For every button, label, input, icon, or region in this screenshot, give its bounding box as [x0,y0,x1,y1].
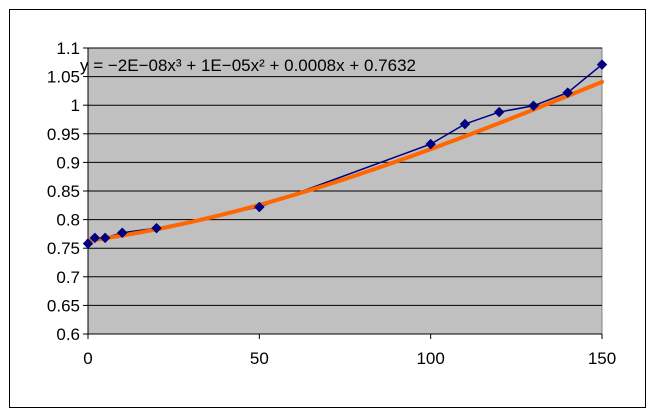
y-tick-label: 0.65 [47,296,80,315]
y-tick-label: 1.1 [56,39,80,58]
trendline-curve [86,79,604,243]
axes [83,47,603,339]
x-tick-label: 0 [83,349,92,368]
x-tick-label: 100 [416,349,444,368]
data-markers [82,59,608,249]
data-point [425,138,437,150]
tick-labels: 0.6 0.65 0.7 0.75 0.8 0.85 0.9 0.95 1 1.05 1.1 0 50 1… [47,39,616,368]
data-point [562,87,574,98]
data-point [528,100,539,112]
data-point [82,238,94,249]
trendline [86,79,604,243]
data-point [459,118,471,130]
y-tick-label: 0.6 [56,325,80,344]
y-tick-label: 0.95 [47,125,80,144]
trendline-equation: y = −2E−08x³ + 1E−05x² + 0.0008x + 0.763… [80,56,416,75]
data-point [89,232,101,244]
data-point [253,201,265,213]
data-point [116,227,128,239]
y-tick-label: 0.85 [47,182,80,201]
y-tick-label: 0.75 [47,239,80,258]
y-tick-label: 0.8 [56,211,80,230]
y-tick-label: 1.05 [47,68,80,87]
grid-lines [88,47,602,306]
y-tick-label: 1 [71,96,80,115]
data-point [596,59,608,70]
x-tick-label: 50 [250,349,269,368]
data-point [493,106,505,118]
x-tick-label: 150 [588,349,616,368]
y-tick-label: 0.7 [56,268,80,287]
y-tick-label: 0.9 [56,153,80,172]
data-point [99,232,111,244]
data-point [151,222,162,234]
